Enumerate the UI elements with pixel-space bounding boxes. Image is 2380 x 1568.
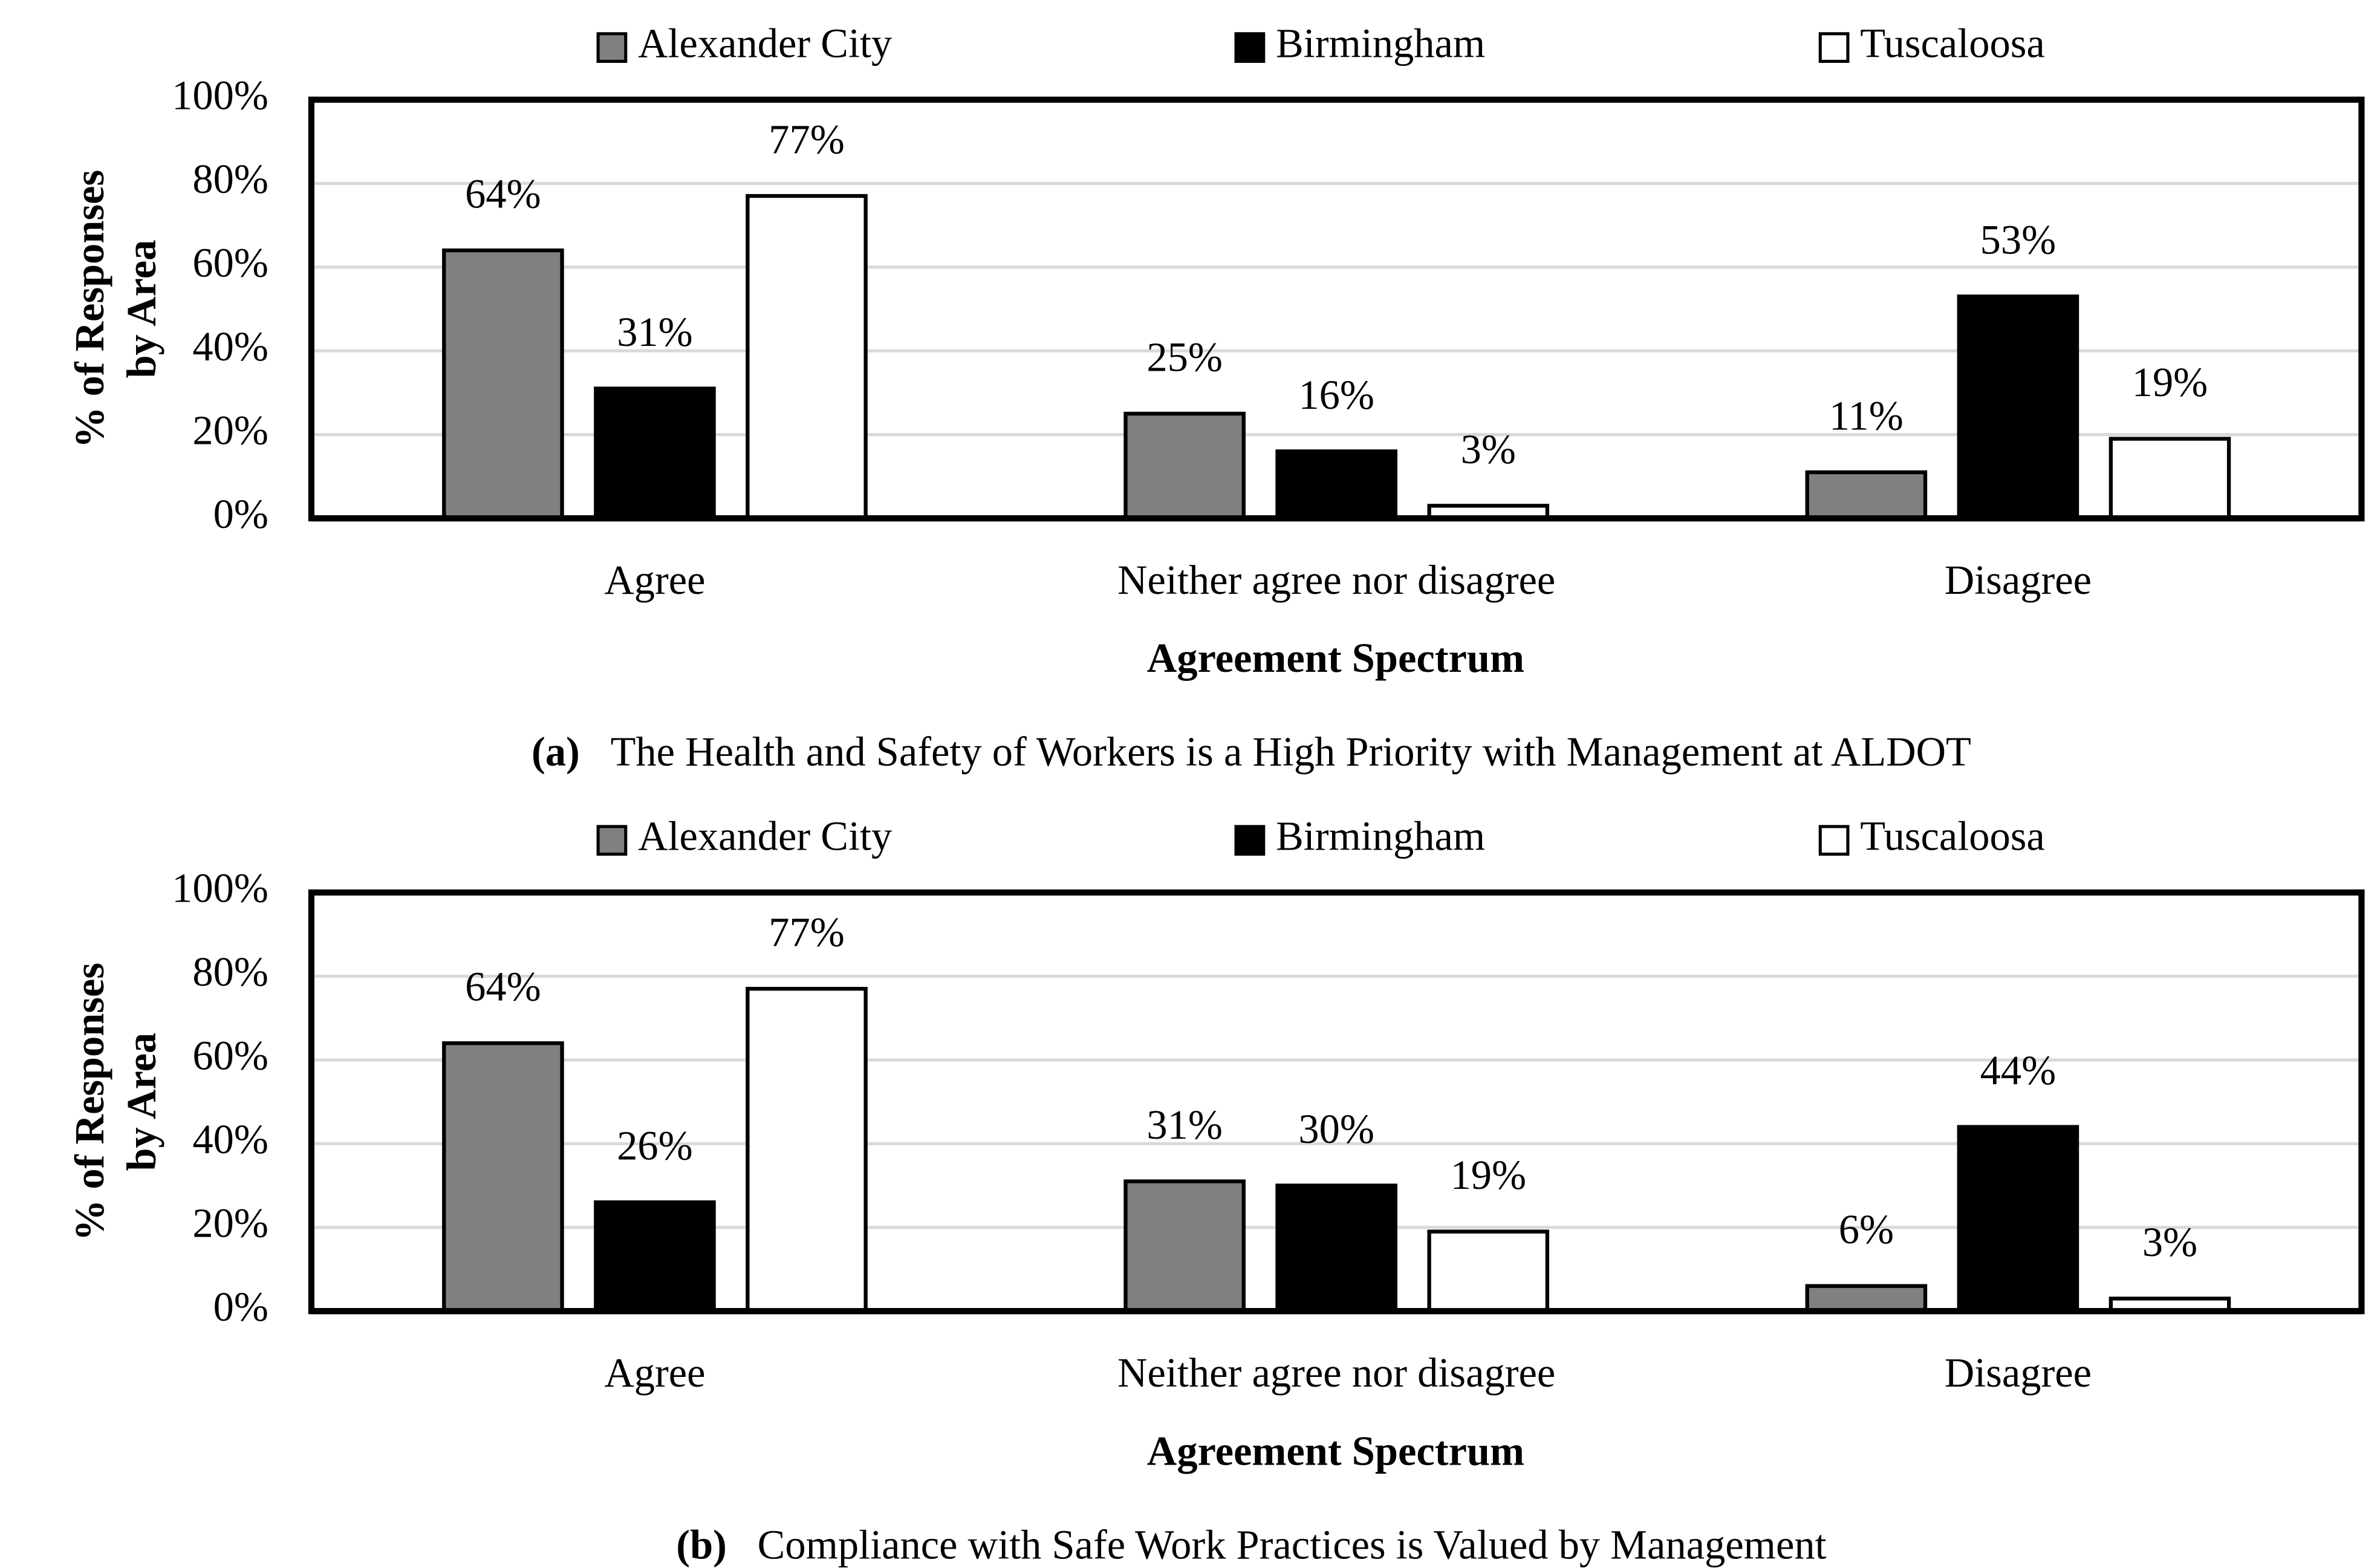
value-label: 3%	[2142, 1219, 2197, 1265]
legend-swatch	[1818, 32, 1850, 63]
y-tick-label: 0%	[213, 491, 268, 537]
value-label: 19%	[1450, 1152, 1526, 1198]
bar	[746, 194, 868, 521]
bar	[1275, 449, 1397, 521]
value-label: 11%	[1829, 392, 1904, 438]
bar	[1957, 1125, 2079, 1313]
x-tick-label: Disagree	[1945, 1350, 2092, 1396]
x-tick-label: Neither agree nor disagree	[1117, 1350, 1555, 1396]
bar	[1275, 1183, 1397, 1313]
y-tick-label: 40%	[192, 1116, 268, 1162]
y-tick-label: 20%	[192, 1200, 268, 1246]
y-tick-label: 0%	[213, 1284, 268, 1330]
value-label: 44%	[1980, 1047, 2056, 1093]
y-tick-label: 60%	[192, 1033, 268, 1079]
value-label: 64%	[465, 171, 541, 217]
value-label: 77%	[769, 909, 845, 955]
legend-swatch	[1234, 825, 1266, 856]
y-axis-label-line: by Area	[119, 240, 164, 379]
bar	[1427, 1229, 1550, 1313]
caption: (a) The Health and Safety of Workers is a…	[532, 729, 1971, 775]
bar	[594, 1200, 716, 1313]
value-label: 3%	[1461, 426, 1516, 472]
x-tick-label: Agree	[604, 1350, 705, 1396]
bar	[1805, 1284, 1928, 1313]
value-label: 25%	[1146, 334, 1223, 380]
x-tick-label: Neither agree nor disagree	[1117, 557, 1555, 603]
bar	[2109, 437, 2231, 521]
legend-label: Birmingham	[1276, 20, 1485, 66]
bar	[442, 248, 564, 521]
y-tick-label: 80%	[192, 949, 268, 995]
legend-label: Tuscaloosa	[1860, 20, 2045, 66]
value-label: 6%	[1839, 1206, 1894, 1252]
bar	[1805, 470, 1928, 521]
y-axis-label: % of Responses by Area	[67, 170, 164, 448]
caption: (b) Compliance with Safe Work Practices i…	[676, 1521, 1826, 1567]
caption-title: The Health and Safety of Workers is a Hi…	[611, 729, 1971, 775]
bar	[442, 1041, 564, 1313]
legend-swatch	[596, 32, 628, 63]
x-tick-label: Disagree	[1945, 557, 2092, 603]
caption-label: (a)	[532, 729, 580, 775]
legend-label: Tuscaloosa	[1860, 813, 2045, 859]
value-label: 26%	[617, 1123, 693, 1169]
value-label: 77%	[769, 117, 845, 163]
y-tick-label: 80%	[192, 156, 268, 202]
value-label: 64%	[465, 964, 541, 1010]
legend-label: Birmingham	[1276, 813, 1485, 859]
value-label: 30%	[1298, 1106, 1374, 1152]
value-label: 31%	[617, 309, 693, 355]
legend-swatch	[596, 825, 628, 856]
y-axis-label: % of Responses by Area	[67, 963, 164, 1241]
y-tick-label: 60%	[192, 239, 268, 285]
legend-swatch	[1818, 825, 1850, 856]
bar	[1123, 411, 1246, 521]
legend-swatch	[1234, 32, 1266, 63]
y-tick-label: 20%	[192, 407, 268, 453]
value-label: 53%	[1980, 217, 2056, 263]
bar	[1957, 294, 2079, 521]
value-label: 19%	[2132, 359, 2208, 405]
y-axis-label-line: % of Responses	[67, 963, 112, 1241]
x-axis-label: Agreement Spectrum	[1147, 635, 1524, 681]
y-axis-label-line: by Area	[119, 1033, 164, 1171]
x-axis-label: Agreement Spectrum	[1147, 1428, 1524, 1474]
legend-label: Alexander City	[638, 20, 892, 66]
caption-label: (b)	[676, 1521, 727, 1567]
caption-title: Compliance with Safe Work Practices is V…	[758, 1521, 1827, 1567]
y-tick-label: 40%	[192, 324, 268, 369]
y-tick-label: 100%	[172, 865, 268, 911]
value-label: 31%	[1146, 1102, 1223, 1148]
legend-label: Alexander City	[638, 813, 892, 859]
bar	[594, 386, 716, 521]
x-tick-label: Agree	[604, 557, 705, 603]
y-tick-label: 100%	[172, 73, 268, 119]
bar	[1123, 1179, 1246, 1313]
bar	[746, 986, 868, 1313]
value-label: 16%	[1298, 372, 1374, 418]
y-axis-label-line: % of Responses	[67, 170, 112, 448]
